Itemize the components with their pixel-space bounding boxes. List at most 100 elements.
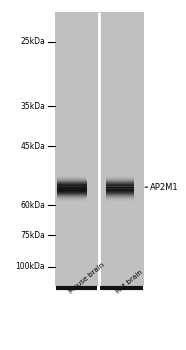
Bar	[106, 186, 134, 187]
Bar	[106, 185, 134, 186]
Bar	[55, 12, 144, 286]
Bar	[57, 197, 86, 198]
Text: 25kDa: 25kDa	[20, 37, 45, 47]
Bar	[106, 194, 134, 195]
Bar	[106, 187, 134, 188]
Bar	[106, 194, 134, 195]
Bar	[106, 177, 134, 178]
Bar	[106, 179, 134, 180]
Bar	[57, 192, 87, 193]
Bar	[57, 181, 86, 182]
Bar	[57, 199, 86, 200]
Bar	[106, 178, 134, 179]
Bar	[106, 178, 134, 179]
Bar	[106, 176, 134, 177]
Bar	[106, 183, 134, 184]
Bar	[57, 193, 87, 194]
Bar	[106, 189, 134, 190]
Bar	[57, 180, 86, 181]
Text: 60kDa: 60kDa	[20, 201, 45, 210]
Bar	[106, 185, 134, 186]
Bar	[57, 184, 87, 185]
Bar	[106, 197, 134, 198]
Bar	[57, 198, 86, 199]
Bar	[106, 192, 134, 193]
Bar	[57, 182, 87, 183]
Text: 35kDa: 35kDa	[20, 102, 45, 111]
Bar	[57, 188, 87, 189]
Bar	[57, 182, 87, 183]
Text: Rat brain: Rat brain	[114, 269, 143, 295]
Bar	[106, 200, 134, 201]
Bar	[106, 199, 134, 200]
Bar	[57, 179, 86, 180]
Bar	[106, 195, 134, 196]
Bar	[106, 193, 134, 194]
Bar	[106, 186, 134, 187]
Bar	[57, 185, 87, 186]
Bar	[106, 182, 134, 183]
Bar	[57, 190, 87, 191]
Text: 100kDa: 100kDa	[15, 262, 45, 271]
Bar	[106, 190, 134, 191]
Bar	[106, 200, 134, 201]
Bar	[106, 180, 134, 181]
Bar	[57, 177, 86, 178]
Bar	[57, 185, 87, 186]
Bar	[57, 178, 86, 179]
Bar	[106, 181, 134, 182]
Bar	[106, 179, 134, 180]
Bar	[57, 181, 86, 182]
Bar	[57, 197, 86, 198]
Bar	[106, 198, 134, 199]
Bar	[57, 194, 87, 195]
Bar	[106, 189, 134, 190]
Bar	[57, 176, 86, 177]
Bar	[106, 188, 134, 189]
Bar	[57, 186, 87, 187]
Bar	[57, 177, 86, 178]
Bar	[57, 179, 86, 180]
Bar	[57, 191, 87, 192]
Bar	[57, 183, 87, 184]
Bar	[57, 184, 87, 185]
Bar	[106, 182, 134, 183]
Bar	[57, 189, 87, 190]
Bar	[57, 190, 87, 191]
Bar	[57, 187, 87, 188]
Text: 45kDa: 45kDa	[20, 142, 45, 151]
Bar	[106, 199, 134, 200]
Bar	[57, 195, 86, 196]
Bar	[106, 196, 134, 197]
Bar	[57, 194, 87, 195]
Bar	[106, 195, 134, 196]
Bar	[57, 196, 86, 197]
Bar	[57, 191, 87, 192]
Bar	[106, 191, 134, 192]
Bar	[57, 187, 87, 188]
Bar	[106, 184, 134, 185]
Bar	[106, 177, 134, 178]
Bar	[57, 195, 86, 196]
Bar	[106, 184, 134, 185]
Bar	[57, 188, 87, 189]
Bar	[57, 183, 87, 184]
Bar	[57, 178, 86, 179]
Bar	[57, 186, 87, 187]
Text: AP2M1: AP2M1	[150, 183, 179, 192]
Bar	[57, 200, 86, 201]
Bar	[106, 187, 134, 188]
Text: Mouse brain: Mouse brain	[68, 262, 106, 295]
Bar	[106, 196, 134, 197]
Bar	[106, 181, 134, 182]
Bar	[57, 199, 86, 200]
Bar	[106, 191, 134, 192]
Bar	[57, 189, 87, 190]
Bar	[106, 188, 134, 189]
Bar	[106, 190, 134, 191]
Bar	[106, 183, 134, 184]
Text: 75kDa: 75kDa	[20, 231, 45, 240]
Bar	[57, 196, 86, 197]
Bar	[106, 197, 134, 198]
Bar	[57, 200, 86, 201]
